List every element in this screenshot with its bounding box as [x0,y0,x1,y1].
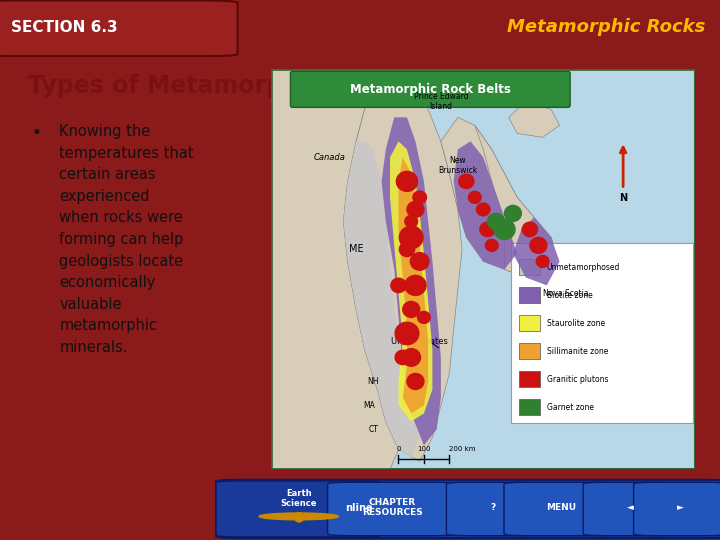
Circle shape [469,191,481,204]
Text: Metamorphic Rocks: Metamorphic Rocks [507,18,706,36]
Circle shape [522,222,538,237]
Circle shape [487,213,505,230]
Text: Biotite zone: Biotite zone [546,291,593,300]
FancyBboxPatch shape [446,482,540,536]
Bar [519,259,541,275]
Circle shape [391,278,406,293]
Circle shape [477,203,490,216]
Text: •: • [32,124,42,142]
Circle shape [530,238,546,253]
Circle shape [494,219,515,239]
Circle shape [410,253,429,270]
Text: CHAPTER
RESOURCES: CHAPTER RESOURCES [362,498,423,517]
FancyBboxPatch shape [216,480,720,538]
Text: Earth: Earth [286,489,312,498]
Circle shape [418,312,431,323]
Circle shape [480,222,495,237]
Circle shape [505,205,521,221]
Text: ME: ME [348,245,364,254]
Text: United States: United States [391,337,448,346]
FancyBboxPatch shape [510,244,693,423]
Text: nline: nline [346,503,373,512]
Text: Unmetamorphosed: Unmetamorphosed [546,263,620,272]
Circle shape [407,201,424,218]
Bar [519,287,541,303]
Text: 0: 0 [396,447,401,453]
Bar [519,343,541,360]
Text: 200 km: 200 km [449,447,476,453]
FancyBboxPatch shape [328,482,457,536]
FancyBboxPatch shape [504,482,619,536]
Text: ?: ? [490,503,496,512]
Polygon shape [474,125,559,286]
Circle shape [400,242,415,256]
Text: Science: Science [281,500,317,509]
FancyBboxPatch shape [0,1,238,56]
FancyBboxPatch shape [583,482,677,536]
Circle shape [459,174,474,188]
Text: MA: MA [363,401,375,410]
Text: N: N [619,193,627,204]
Bar [519,400,541,415]
Text: New
Brunswick: New Brunswick [438,156,477,175]
Text: SECTION 6.3: SECTION 6.3 [11,20,117,35]
Bar [519,372,541,387]
Polygon shape [454,141,517,269]
Polygon shape [390,141,433,421]
Polygon shape [271,69,398,469]
Circle shape [400,226,423,248]
Text: NH: NH [367,377,379,386]
Polygon shape [398,157,428,414]
Text: Garnet zone: Garnet zone [546,403,594,412]
Polygon shape [509,102,559,137]
Circle shape [259,513,338,520]
Circle shape [395,322,419,345]
Polygon shape [441,117,559,286]
Text: Types of Metamorphism: Types of Metamorphism [28,73,347,98]
Text: CT: CT [368,425,378,434]
Text: Nova Scotia: Nova Scotia [543,289,588,298]
Text: Sillimanite zone: Sillimanite zone [546,347,608,356]
Text: ◄: ◄ [626,503,634,512]
Circle shape [407,374,424,389]
Circle shape [485,239,498,252]
Circle shape [405,275,426,295]
Text: 100: 100 [417,447,431,453]
Circle shape [402,301,420,318]
Text: Metamorphic Rock Belts: Metamorphic Rock Belts [350,83,510,96]
Circle shape [395,350,410,365]
Polygon shape [513,218,559,286]
Bar [519,315,541,332]
FancyBboxPatch shape [216,481,382,537]
Circle shape [413,191,426,204]
Polygon shape [343,141,420,457]
Text: ●: ● [293,509,305,523]
FancyBboxPatch shape [634,482,720,536]
Text: Canada: Canada [314,153,346,162]
Text: Knowing the
temperatures that
certain areas
experienced
when rocks were
forming : Knowing the temperatures that certain ar… [60,124,194,355]
Circle shape [536,255,549,267]
Text: MENU: MENU [546,503,577,512]
Circle shape [405,215,418,227]
Text: Staurolite zone: Staurolite zone [546,319,605,328]
Circle shape [397,171,418,191]
Polygon shape [382,117,441,446]
Text: ►: ► [677,503,684,512]
FancyBboxPatch shape [290,71,570,107]
Text: Granitic plutons: Granitic plutons [546,375,608,384]
Circle shape [402,349,420,366]
Text: Prince Edward
Island: Prince Edward Island [413,92,468,111]
Polygon shape [343,69,462,462]
